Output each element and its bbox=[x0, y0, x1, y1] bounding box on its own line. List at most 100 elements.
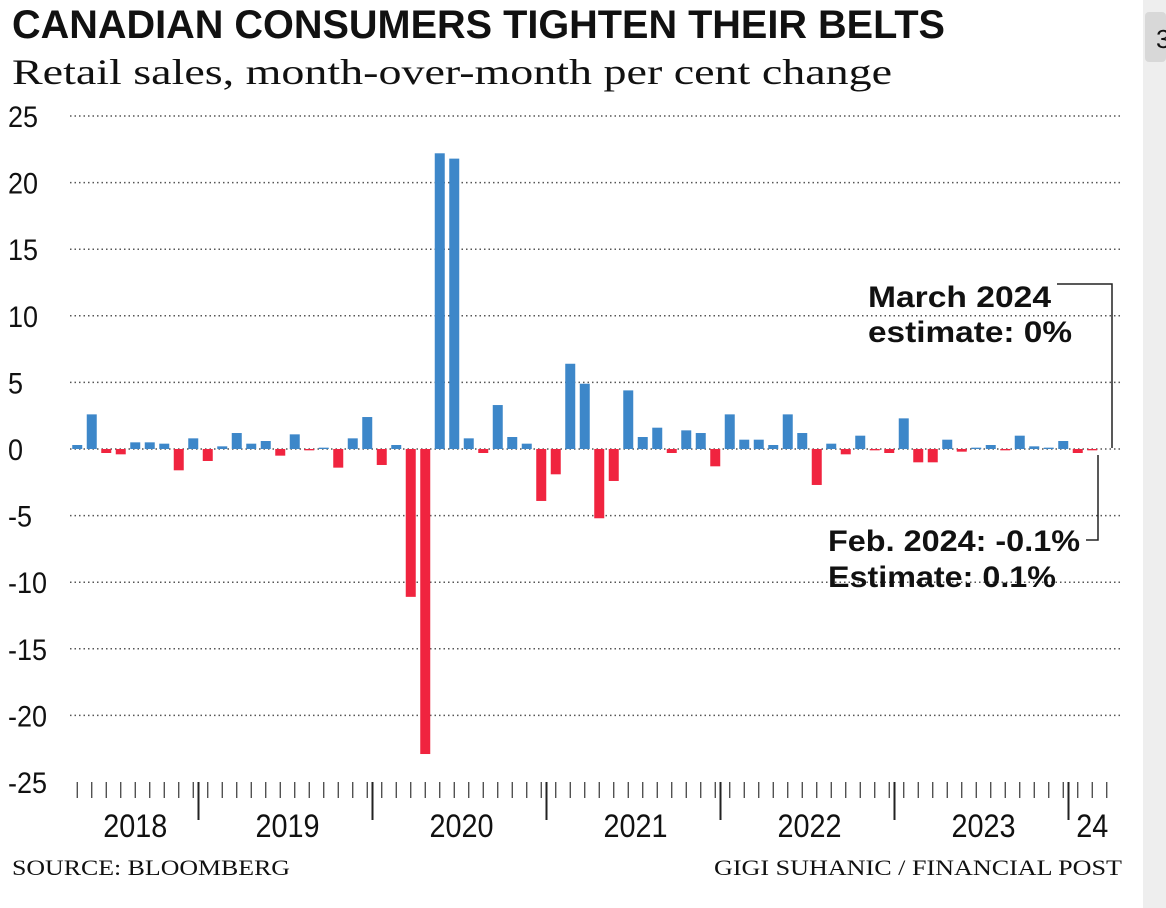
x-tick-label: 24 bbox=[1076, 809, 1108, 845]
bar bbox=[753, 439, 764, 449]
bar bbox=[347, 438, 358, 449]
x-tick-label: 2018 bbox=[103, 809, 167, 845]
bar bbox=[202, 449, 213, 461]
bar bbox=[782, 414, 793, 449]
y-tick-label: 20 bbox=[8, 167, 38, 201]
x-tick-label: 2022 bbox=[777, 809, 841, 845]
side-tab[interactable] bbox=[1145, 12, 1166, 62]
bar bbox=[608, 449, 619, 481]
bar bbox=[478, 449, 489, 453]
bar bbox=[434, 153, 445, 449]
y-tick-label: -5 bbox=[8, 500, 32, 534]
bar bbox=[86, 414, 97, 449]
side-strip bbox=[1143, 0, 1166, 908]
bar bbox=[101, 449, 112, 453]
bar bbox=[681, 430, 692, 449]
bar bbox=[898, 418, 909, 449]
bar bbox=[260, 441, 271, 449]
grid: 25 20 15 10 5 0 -5 -10 -15 -20 -25 bbox=[8, 101, 1122, 801]
y-tick-label: -15 bbox=[8, 634, 47, 668]
y-tick-label: -20 bbox=[8, 700, 47, 734]
bar bbox=[1000, 449, 1011, 451]
bar bbox=[826, 443, 837, 449]
bar bbox=[652, 427, 663, 449]
bar bbox=[840, 449, 851, 455]
annotation-leader bbox=[1086, 455, 1099, 541]
y-tick-label: 10 bbox=[8, 301, 38, 335]
bars bbox=[72, 153, 1098, 755]
bar bbox=[695, 433, 706, 449]
bar bbox=[971, 447, 982, 449]
x-tick-label: 2020 bbox=[429, 809, 493, 845]
bar bbox=[275, 449, 286, 456]
bar bbox=[956, 449, 967, 452]
bar bbox=[594, 449, 605, 519]
bar bbox=[724, 414, 735, 449]
bar bbox=[565, 363, 576, 449]
bar bbox=[492, 405, 503, 449]
bar bbox=[623, 390, 634, 449]
bar bbox=[463, 438, 474, 449]
bar bbox=[159, 443, 170, 449]
bar bbox=[376, 449, 387, 465]
bar bbox=[72, 445, 83, 449]
x-tick-label: 2021 bbox=[603, 809, 667, 845]
bar bbox=[391, 445, 402, 449]
bar bbox=[333, 449, 344, 468]
bar bbox=[318, 447, 329, 449]
annotation: estimate: 0% bbox=[868, 316, 1072, 349]
y-tick-label: -25 bbox=[8, 767, 47, 801]
source: SOURCE: BLOOMBERG bbox=[12, 855, 290, 880]
bar bbox=[507, 437, 518, 449]
bar bbox=[710, 449, 721, 467]
bar bbox=[115, 449, 126, 455]
bar bbox=[985, 445, 996, 449]
chart-title: CANADIAN CONSUMERS TIGHTEN THEIR BELTS bbox=[12, 3, 945, 47]
bar bbox=[1029, 446, 1040, 449]
bar bbox=[362, 417, 373, 449]
bar bbox=[855, 435, 866, 449]
x-tick-label: 2023 bbox=[951, 809, 1015, 845]
bar bbox=[913, 449, 924, 463]
x-tick-label: 2019 bbox=[255, 809, 319, 845]
bar bbox=[289, 434, 300, 449]
bar bbox=[739, 439, 750, 449]
bar bbox=[217, 446, 228, 449]
bar bbox=[144, 442, 155, 449]
annotation: March 2024 bbox=[868, 281, 1051, 314]
y-tick-label: -10 bbox=[8, 567, 47, 601]
bar bbox=[173, 449, 184, 471]
bar bbox=[797, 433, 808, 449]
bar bbox=[130, 442, 141, 449]
bar bbox=[536, 449, 547, 501]
bar bbox=[304, 449, 315, 451]
bar bbox=[1043, 447, 1054, 449]
bar bbox=[188, 438, 199, 449]
bar bbox=[1072, 449, 1083, 453]
bar bbox=[420, 449, 431, 755]
y-tick-label: 25 bbox=[8, 101, 38, 135]
annotation-leader bbox=[1057, 283, 1113, 448]
annotation: Estimate: 0.1% bbox=[828, 561, 1056, 594]
bar bbox=[579, 383, 590, 449]
bar bbox=[637, 437, 648, 449]
bar bbox=[811, 449, 822, 485]
y-tick-label: 5 bbox=[8, 367, 23, 401]
bar bbox=[1014, 435, 1025, 449]
x-axis: 2018 2019 2020 2021 2022 2023 24 bbox=[76, 782, 1108, 845]
bar bbox=[768, 445, 779, 449]
bar bbox=[869, 449, 880, 451]
credit: GIGI SUHANIC / FINANCIAL POST bbox=[714, 855, 1123, 880]
bar bbox=[1058, 441, 1069, 449]
bar bbox=[884, 449, 895, 453]
bar bbox=[246, 443, 257, 449]
side-tab-label[interactable]: 3 bbox=[1156, 24, 1166, 54]
bar bbox=[666, 449, 677, 453]
bar bbox=[927, 449, 938, 463]
bar bbox=[550, 449, 561, 475]
annotation: Feb. 2024: -0.1% bbox=[828, 525, 1080, 558]
y-tick-label: 15 bbox=[8, 234, 38, 268]
bar bbox=[231, 433, 242, 449]
